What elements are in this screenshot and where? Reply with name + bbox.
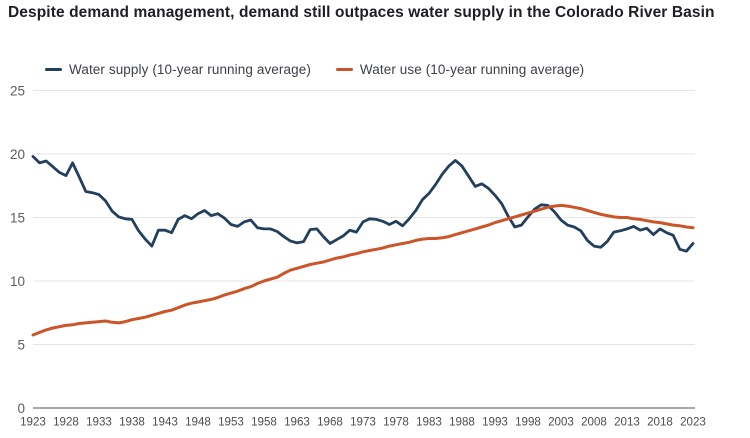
x-tick-label-2018: 2018: [647, 416, 673, 429]
x-tick-label-1958: 1958: [251, 416, 277, 429]
x-tick-label-1968: 1968: [317, 416, 343, 429]
y-tick-label-20: 20: [10, 147, 25, 162]
x-tick-label-2013: 2013: [614, 416, 640, 429]
x-tick-label-1928: 1928: [53, 416, 79, 429]
x-tick-label-1948: 1948: [185, 416, 211, 429]
x-tick-label-1923: 1923: [20, 416, 46, 429]
x-tick-label-2008: 2008: [581, 416, 607, 429]
x-tick-label-2003: 2003: [548, 416, 574, 429]
legend-label-water-use: Water use (10-year running average): [359, 62, 585, 77]
water-supply-line-swatch: [45, 67, 62, 72]
x-tick-label-1993: 1993: [482, 416, 508, 429]
x-tick-label-1998: 1998: [515, 416, 541, 429]
water-use-line-swatch: [335, 67, 353, 72]
x-tick-label-1973: 1973: [350, 416, 376, 429]
supply-line: [31, 155, 695, 253]
y-tick-label-0: 0: [17, 401, 25, 416]
x-tick-label-1943: 1943: [152, 416, 178, 429]
legend-label-water-supply: Water supply (10-year running average): [69, 62, 311, 77]
use-line: [31, 203, 695, 337]
y-tick-label-15: 15: [10, 210, 25, 225]
x-tick-label-1983: 1983: [416, 416, 442, 429]
y-tick-label-25: 25: [10, 83, 25, 98]
x-tick-label-1933: 1933: [86, 416, 112, 429]
legend: Water supply (10-year running average) W…: [45, 62, 584, 77]
y-tick-label-5: 5: [17, 337, 25, 352]
x-tick-label-2023: 2023: [680, 416, 706, 429]
legend-item-water-use: Water use (10-year running average): [335, 62, 585, 77]
x-tick-label-1963: 1963: [284, 416, 310, 429]
x-tick-label-1978: 1978: [383, 416, 409, 429]
x-tick-label-1988: 1988: [449, 416, 475, 429]
chart-title: Despite demand management, demand still …: [8, 4, 715, 21]
x-tick-label-1938: 1938: [119, 416, 145, 429]
x-tick-label-1953: 1953: [218, 416, 244, 429]
legend-item-water-supply: Water supply (10-year running average): [45, 62, 311, 77]
y-tick-label-10: 10: [10, 274, 25, 289]
